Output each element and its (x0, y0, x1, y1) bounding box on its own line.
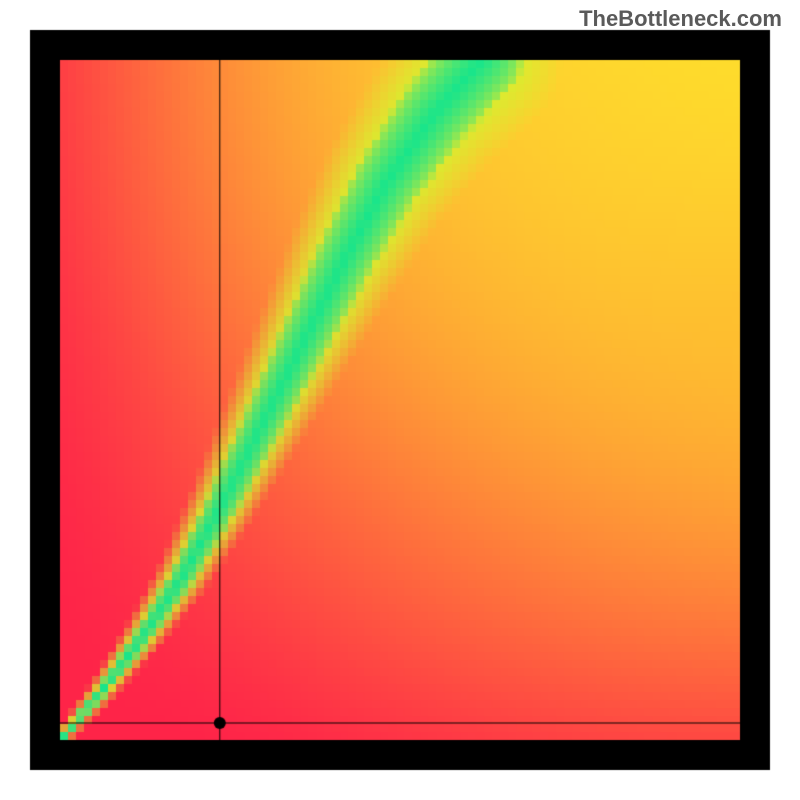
watermark-text: TheBottleneck.com (579, 6, 782, 32)
bottleneck-heatmap (0, 0, 800, 800)
